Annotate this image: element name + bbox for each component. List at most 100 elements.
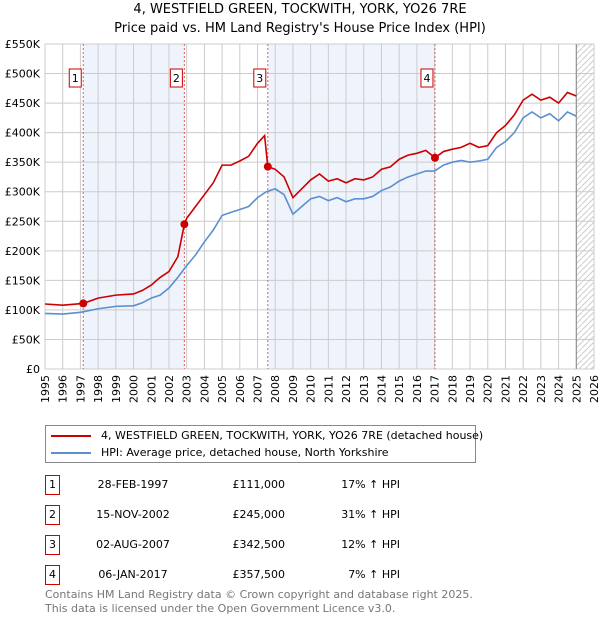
y-tick-label: £300K <box>5 186 41 199</box>
sale-number: 3 <box>45 535 60 555</box>
x-tick: 2009 <box>287 375 300 403</box>
x-tick: 2017 <box>429 375 442 403</box>
sale-row: 2 15-NOV-2002 £245,000 31% ↑ HPI <box>45 505 405 525</box>
y-tick-label: £250K <box>5 215 41 228</box>
legend-swatch-hpi <box>51 452 91 454</box>
x-tick-label: 2005 <box>216 375 229 403</box>
x-tick-label: 2008 <box>269 375 282 403</box>
x-tick-label: 2015 <box>393 375 406 403</box>
x-tick: 2007 <box>252 375 265 403</box>
x-tick: 1999 <box>110 375 123 403</box>
chart-subtitle: Price paid vs. HM Land Registry's House … <box>114 21 486 36</box>
sale-point <box>79 299 88 308</box>
sale-label-number: 4 <box>423 72 430 85</box>
y-tick-label: £350K <box>5 156 41 169</box>
legend-label-hpi: HPI: Average price, detached house, Nort… <box>101 446 389 459</box>
sale-number: 1 <box>45 475 60 495</box>
x-tick: 2022 <box>517 375 530 403</box>
x-tick-label: 2019 <box>464 375 477 403</box>
x-tick: 2011 <box>322 375 335 403</box>
sale-date: 28-FEB-1997 <box>97 478 169 491</box>
footer-copyright: Contains HM Land Registry data © Crown c… <box>45 588 473 601</box>
x-tick-label: 2002 <box>163 375 176 403</box>
x-tick: 2004 <box>198 375 211 403</box>
sale-point <box>430 153 439 162</box>
sale-hpi-diff: 31% ↑ HPI <box>341 508 400 521</box>
legend-label-property: 4, WESTFIELD GREEN, TOCKWITH, YORK, YO26… <box>101 429 484 442</box>
x-tick-label: 2000 <box>128 375 141 403</box>
x-tick-label: 2014 <box>375 375 388 403</box>
x-tick-label: 2023 <box>535 375 548 403</box>
x-tick: 2010 <box>305 375 318 403</box>
forecast-hatch <box>576 44 594 369</box>
x-tick: 2025 <box>570 375 583 403</box>
legend: 4, WESTFIELD GREEN, TOCKWITH, YORK, YO26… <box>45 425 483 463</box>
x-tick-label: 1997 <box>74 375 87 403</box>
sale-hpi-diff: 7% ↑ HPI <box>348 568 400 581</box>
x-tick: 1998 <box>92 375 105 403</box>
x-tick-label: 2017 <box>429 375 442 403</box>
chart-title: 4, WESTFIELD GREEN, TOCKWITH, YORK, YO26… <box>133 2 467 17</box>
x-tick-label: 2024 <box>553 375 566 403</box>
hpi-line <box>44 110 577 315</box>
legend-swatch-property <box>51 435 91 437</box>
x-tick-label: 1995 <box>39 375 52 403</box>
sale-row: 4 06-JAN-2017 £357,500 7% ↑ HPI <box>45 565 405 585</box>
sale-number: 2 <box>45 505 60 525</box>
x-tick: 2020 <box>482 375 495 403</box>
footer-licence: This data is licensed under the Open Gov… <box>45 602 396 615</box>
x-tick: 2026 <box>588 375 600 403</box>
sale-date: 02-AUG-2007 <box>96 538 170 551</box>
y-tick-label: £0 <box>26 363 40 376</box>
x-tick-label: 2010 <box>305 375 318 403</box>
x-tick: 2014 <box>375 375 388 403</box>
sale-hpi-diff: 17% ↑ HPI <box>341 478 400 491</box>
x-tick: 2019 <box>464 375 477 403</box>
x-tick-label: 2004 <box>198 375 211 403</box>
x-tick: 2005 <box>216 375 229 403</box>
sale-label-number: 2 <box>173 72 180 85</box>
sale-row: 1 28-FEB-1997 £111,000 17% ↑ HPI <box>45 475 405 495</box>
x-tick-label: 2021 <box>499 375 512 403</box>
x-tick: 2001 <box>145 375 158 403</box>
x-tick: 2023 <box>535 375 548 403</box>
x-tick-label: 2022 <box>517 375 530 403</box>
sale-row: 3 02-AUG-2007 £342,500 12% ↑ HPI <box>45 535 405 555</box>
x-tick-label: 2003 <box>181 375 194 403</box>
x-tick-label: 2006 <box>234 375 247 403</box>
sale-date: 06-JAN-2017 <box>98 568 168 581</box>
x-tick-label: 1996 <box>57 375 70 403</box>
x-tick-label: 2016 <box>411 375 424 403</box>
x-tick-label: 2020 <box>482 375 495 403</box>
sale-price: £357,500 <box>232 568 286 581</box>
shaded-period <box>267 44 435 369</box>
x-tick: 1995 <box>39 375 52 403</box>
y-tick-label: £50K <box>12 333 41 346</box>
sale-label-box <box>169 68 183 88</box>
x-tick-label: 2007 <box>252 375 265 403</box>
sale-date: 15-NOV-2002 <box>96 508 170 521</box>
x-tick-label: 2025 <box>570 375 583 403</box>
x-tick-label: 2011 <box>322 375 335 403</box>
y-tick-label: £100K <box>5 304 41 317</box>
x-tick: 2016 <box>411 375 424 403</box>
y-tick-label: £550K <box>5 38 41 51</box>
sale-price: £111,000 <box>232 478 286 491</box>
sale-label-box <box>420 68 434 88</box>
sale-label-box <box>68 68 82 88</box>
sale-price: £245,000 <box>232 508 286 521</box>
y-tick-label: £450K <box>5 97 41 110</box>
x-tick: 2008 <box>269 375 282 403</box>
x-tick: 1997 <box>74 375 87 403</box>
chart-plot: 1995 1996 1997 1998 1999 2000 2001 2002 2003 2004… <box>5 38 600 403</box>
y-tick-label: £150K <box>5 274 41 287</box>
x-tick: 1996 <box>57 375 70 403</box>
y-tick-label: £400K <box>5 127 41 140</box>
x-tick: 2021 <box>499 375 512 403</box>
x-tick: 2018 <box>446 375 459 403</box>
x-tick: 2000 <box>128 375 141 403</box>
x-tick: 2003 <box>181 375 194 403</box>
sale-number: 4 <box>45 565 60 585</box>
x-tick-label: 2009 <box>287 375 300 403</box>
